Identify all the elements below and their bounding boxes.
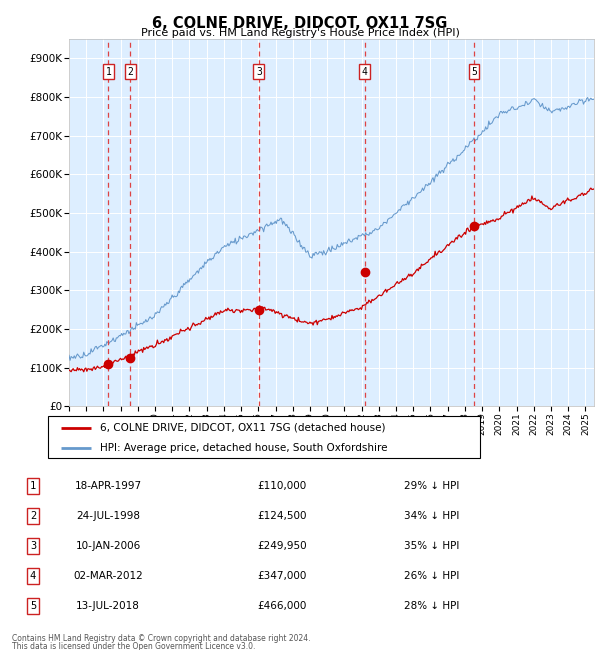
Text: 4: 4: [30, 571, 36, 581]
Text: £466,000: £466,000: [257, 601, 307, 611]
Text: This data is licensed under the Open Government Licence v3.0.: This data is licensed under the Open Gov…: [12, 642, 256, 650]
Text: 4: 4: [362, 67, 367, 77]
Text: 35% ↓ HPI: 35% ↓ HPI: [404, 541, 460, 551]
Text: 34% ↓ HPI: 34% ↓ HPI: [404, 511, 460, 521]
Text: £347,000: £347,000: [257, 571, 307, 581]
Text: 6, COLNE DRIVE, DIDCOT, OX11 7SG (detached house): 6, COLNE DRIVE, DIDCOT, OX11 7SG (detach…: [100, 423, 385, 433]
Text: 5: 5: [471, 67, 477, 77]
Text: £110,000: £110,000: [257, 481, 307, 491]
Text: Price paid vs. HM Land Registry's House Price Index (HPI): Price paid vs. HM Land Registry's House …: [140, 28, 460, 38]
Text: 29% ↓ HPI: 29% ↓ HPI: [404, 481, 460, 491]
Text: 18-APR-1997: 18-APR-1997: [74, 481, 142, 491]
Text: 5: 5: [30, 601, 36, 611]
Text: 26% ↓ HPI: 26% ↓ HPI: [404, 571, 460, 581]
Text: 2: 2: [127, 67, 133, 77]
Text: 28% ↓ HPI: 28% ↓ HPI: [404, 601, 460, 611]
Text: 02-MAR-2012: 02-MAR-2012: [73, 571, 143, 581]
Text: HPI: Average price, detached house, South Oxfordshire: HPI: Average price, detached house, Sout…: [100, 443, 388, 452]
Text: £249,950: £249,950: [257, 541, 307, 551]
Text: 24-JUL-1998: 24-JUL-1998: [76, 511, 140, 521]
Text: Contains HM Land Registry data © Crown copyright and database right 2024.: Contains HM Land Registry data © Crown c…: [12, 634, 311, 643]
Text: 3: 3: [30, 541, 36, 551]
Text: 2: 2: [30, 511, 36, 521]
Text: 1: 1: [106, 67, 112, 77]
Text: 1: 1: [30, 481, 36, 491]
FancyBboxPatch shape: [48, 416, 480, 458]
Text: 3: 3: [256, 67, 262, 77]
Text: 13-JUL-2018: 13-JUL-2018: [76, 601, 140, 611]
Text: 6, COLNE DRIVE, DIDCOT, OX11 7SG: 6, COLNE DRIVE, DIDCOT, OX11 7SG: [152, 16, 448, 31]
Text: 10-JAN-2006: 10-JAN-2006: [76, 541, 140, 551]
Text: £124,500: £124,500: [257, 511, 307, 521]
